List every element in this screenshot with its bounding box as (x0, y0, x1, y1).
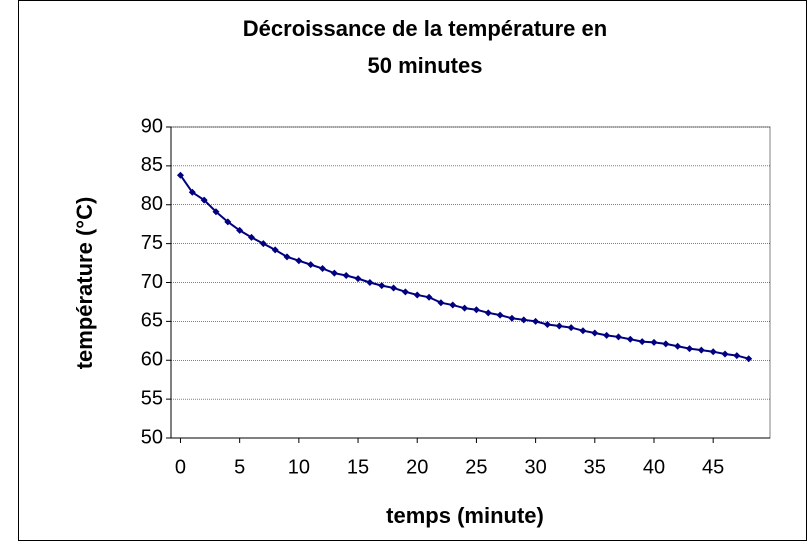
x-tick-label: 5 (234, 456, 245, 478)
x-tick-label: 30 (524, 456, 546, 478)
data-point (591, 329, 599, 337)
data-point (472, 306, 480, 314)
data-point (532, 317, 540, 325)
data-point (259, 240, 267, 248)
data-point (390, 284, 398, 292)
y-tick-label: 70 (141, 271, 163, 293)
data-point (283, 253, 291, 261)
y-tick-label: 85 (141, 154, 163, 176)
data-point (236, 226, 244, 234)
data-point (401, 288, 409, 296)
data-point (425, 293, 433, 301)
data-point (378, 282, 386, 290)
data-point (674, 342, 682, 350)
data-point (733, 352, 741, 360)
y-tick-label: 75 (141, 232, 163, 254)
data-point (709, 348, 717, 356)
data-point (650, 338, 658, 346)
data-point (461, 304, 469, 312)
data-point (543, 320, 551, 328)
data-point (354, 275, 362, 283)
data-point (686, 345, 694, 353)
data-point (449, 301, 457, 309)
data-point (508, 314, 516, 322)
x-tick-label: 40 (643, 456, 665, 478)
y-tick-label: 90 (141, 115, 163, 137)
data-point (496, 311, 504, 319)
data-point (484, 309, 492, 317)
x-tick-label: 20 (406, 456, 428, 478)
data-point (567, 324, 575, 332)
data-point (638, 338, 646, 346)
data-point (697, 346, 705, 354)
x-tick-label: 25 (465, 456, 487, 478)
data-point (176, 171, 184, 179)
x-tick-label: 15 (347, 456, 369, 478)
data-point (614, 333, 622, 341)
chart-title: Décroissance de la température en (243, 16, 607, 41)
data-point (662, 340, 670, 348)
data-point (224, 218, 232, 226)
data-point (366, 279, 374, 286)
data-point (319, 265, 327, 273)
y-axis-label: température (°C) (72, 197, 97, 370)
y-tick-label: 55 (141, 387, 163, 409)
x-tick-label: 35 (584, 456, 606, 478)
data-point (413, 291, 421, 299)
data-point (520, 316, 528, 324)
data-point (626, 335, 634, 343)
data-point (555, 322, 563, 330)
chart-title: 50 minutes (368, 53, 483, 78)
y-tick-label: 60 (141, 349, 163, 371)
data-point (212, 208, 220, 216)
data-point (745, 355, 753, 363)
data-point (721, 350, 729, 358)
data-point (295, 257, 303, 265)
data-point (579, 327, 587, 335)
data-point (271, 246, 279, 254)
x-tick-label: 10 (288, 456, 310, 478)
x-axis-label: temps (minute) (386, 503, 544, 528)
data-point (188, 188, 196, 196)
data-point (437, 299, 445, 307)
y-tick-label: 50 (141, 426, 163, 448)
data-point (200, 196, 208, 204)
x-tick-label: 45 (702, 456, 724, 478)
data-point (603, 331, 611, 339)
data-point (307, 261, 315, 269)
x-tick-label: 0 (175, 456, 186, 478)
plot-area (170, 126, 771, 439)
data-point (330, 269, 338, 277)
data-point (342, 272, 350, 280)
y-tick-label: 80 (141, 193, 163, 215)
data-point (247, 233, 255, 241)
y-tick-label: 65 (141, 310, 163, 332)
